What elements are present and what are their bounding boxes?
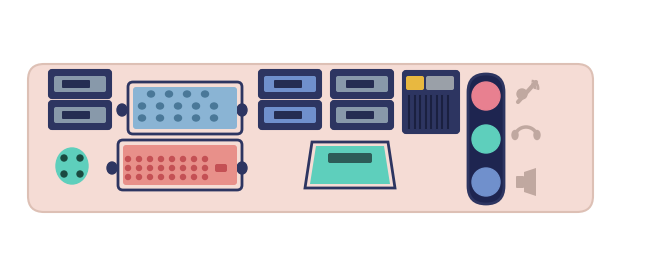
Ellipse shape bbox=[237, 104, 247, 116]
FancyBboxPatch shape bbox=[128, 82, 242, 134]
Ellipse shape bbox=[472, 82, 500, 110]
Ellipse shape bbox=[472, 168, 500, 196]
Ellipse shape bbox=[159, 157, 164, 162]
FancyBboxPatch shape bbox=[406, 76, 424, 90]
Ellipse shape bbox=[211, 103, 218, 109]
FancyBboxPatch shape bbox=[336, 107, 388, 123]
FancyBboxPatch shape bbox=[123, 145, 237, 185]
Ellipse shape bbox=[170, 174, 174, 179]
Ellipse shape bbox=[183, 91, 190, 97]
FancyBboxPatch shape bbox=[264, 76, 316, 92]
Ellipse shape bbox=[148, 157, 153, 162]
Ellipse shape bbox=[203, 174, 207, 179]
Ellipse shape bbox=[170, 157, 174, 162]
Ellipse shape bbox=[56, 148, 88, 184]
Ellipse shape bbox=[77, 155, 83, 161]
FancyBboxPatch shape bbox=[331, 70, 393, 98]
Ellipse shape bbox=[136, 157, 142, 162]
Ellipse shape bbox=[117, 104, 127, 116]
Ellipse shape bbox=[166, 91, 172, 97]
Polygon shape bbox=[310, 146, 390, 184]
Ellipse shape bbox=[192, 103, 200, 109]
FancyBboxPatch shape bbox=[516, 176, 524, 188]
FancyBboxPatch shape bbox=[426, 76, 454, 90]
Ellipse shape bbox=[61, 155, 67, 161]
Ellipse shape bbox=[170, 165, 174, 171]
FancyBboxPatch shape bbox=[133, 87, 237, 129]
Ellipse shape bbox=[203, 165, 207, 171]
FancyBboxPatch shape bbox=[331, 101, 393, 129]
Ellipse shape bbox=[157, 115, 164, 121]
Ellipse shape bbox=[159, 165, 164, 171]
Ellipse shape bbox=[125, 157, 131, 162]
Ellipse shape bbox=[125, 165, 131, 171]
FancyBboxPatch shape bbox=[328, 153, 372, 163]
Ellipse shape bbox=[138, 115, 146, 121]
FancyBboxPatch shape bbox=[54, 76, 106, 92]
FancyBboxPatch shape bbox=[274, 80, 302, 88]
FancyBboxPatch shape bbox=[62, 111, 90, 119]
Ellipse shape bbox=[148, 165, 153, 171]
FancyBboxPatch shape bbox=[274, 111, 302, 119]
Ellipse shape bbox=[211, 115, 218, 121]
FancyBboxPatch shape bbox=[28, 64, 593, 212]
Ellipse shape bbox=[517, 89, 527, 99]
FancyBboxPatch shape bbox=[62, 80, 90, 88]
Ellipse shape bbox=[472, 125, 500, 153]
FancyBboxPatch shape bbox=[346, 80, 374, 88]
FancyBboxPatch shape bbox=[346, 111, 374, 119]
Ellipse shape bbox=[148, 174, 153, 179]
Ellipse shape bbox=[203, 157, 207, 162]
FancyBboxPatch shape bbox=[118, 140, 242, 190]
FancyBboxPatch shape bbox=[468, 74, 504, 204]
Ellipse shape bbox=[138, 103, 146, 109]
Ellipse shape bbox=[107, 162, 117, 174]
Ellipse shape bbox=[181, 174, 185, 179]
Ellipse shape bbox=[61, 171, 67, 177]
Polygon shape bbox=[305, 142, 395, 188]
Ellipse shape bbox=[136, 165, 142, 171]
Polygon shape bbox=[524, 168, 536, 196]
Ellipse shape bbox=[192, 115, 200, 121]
FancyBboxPatch shape bbox=[49, 70, 111, 98]
Ellipse shape bbox=[181, 157, 185, 162]
FancyBboxPatch shape bbox=[49, 101, 111, 129]
Ellipse shape bbox=[148, 91, 155, 97]
Ellipse shape bbox=[192, 157, 196, 162]
FancyBboxPatch shape bbox=[54, 107, 106, 123]
Ellipse shape bbox=[237, 162, 247, 174]
Ellipse shape bbox=[157, 103, 164, 109]
Ellipse shape bbox=[174, 115, 181, 121]
Ellipse shape bbox=[192, 165, 196, 171]
Ellipse shape bbox=[77, 171, 83, 177]
Ellipse shape bbox=[534, 130, 540, 139]
Ellipse shape bbox=[136, 174, 142, 179]
Ellipse shape bbox=[125, 174, 131, 179]
FancyBboxPatch shape bbox=[259, 70, 321, 98]
FancyBboxPatch shape bbox=[336, 76, 388, 92]
FancyBboxPatch shape bbox=[259, 101, 321, 129]
Ellipse shape bbox=[181, 165, 185, 171]
FancyBboxPatch shape bbox=[264, 107, 316, 123]
Ellipse shape bbox=[159, 174, 164, 179]
Ellipse shape bbox=[174, 103, 181, 109]
FancyBboxPatch shape bbox=[215, 164, 227, 172]
FancyBboxPatch shape bbox=[403, 71, 459, 133]
Ellipse shape bbox=[202, 91, 209, 97]
Ellipse shape bbox=[512, 130, 518, 139]
Ellipse shape bbox=[192, 174, 196, 179]
